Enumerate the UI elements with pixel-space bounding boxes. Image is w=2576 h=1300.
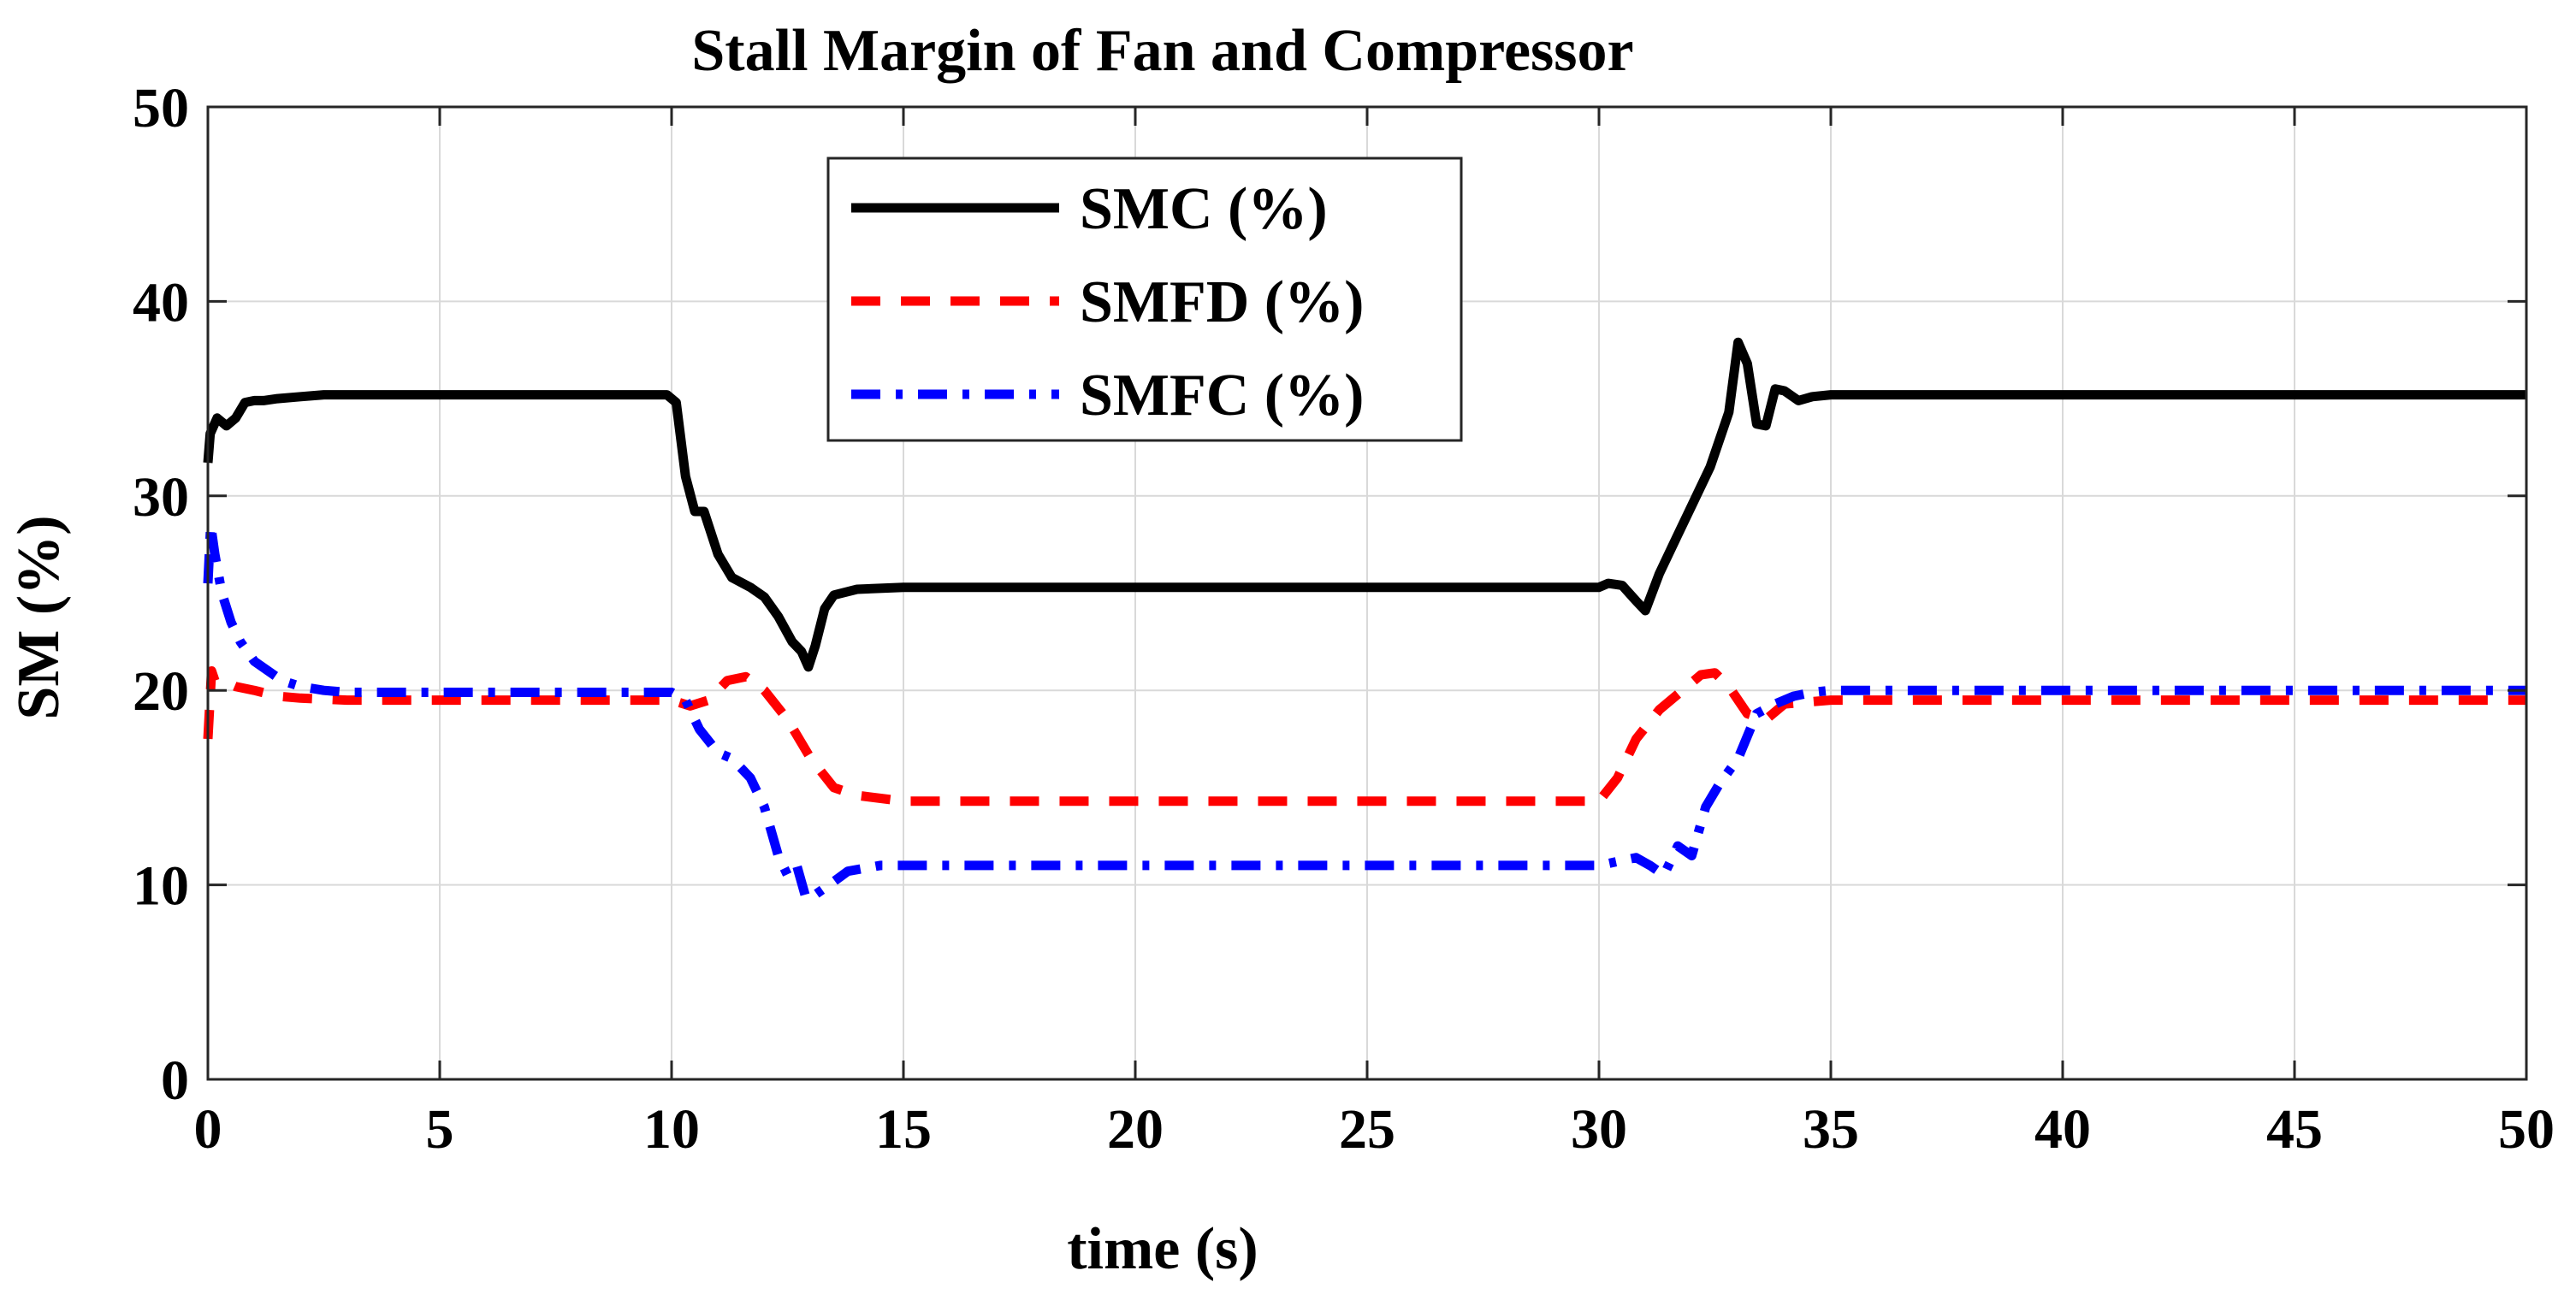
chart-title: Stall Margin of Fan and Compressor <box>691 18 1633 84</box>
y-tick-label: 40 <box>133 271 189 334</box>
series-line-1 <box>203 337 2526 672</box>
legend: SMC (%) SMFD (%) SMFC (%) <box>826 157 1463 442</box>
x-tick-label: 35 <box>1803 1098 1859 1161</box>
x-tick-label: 25 <box>1339 1098 1395 1161</box>
tick-labels: 0 5 10 15 20 25 30 35 40 45 50 0 10 20 30 40 50 <box>133 77 2555 1161</box>
x-tick-label: 50 <box>2498 1098 2555 1161</box>
x-axis-label: time (s) <box>1067 1216 1258 1282</box>
x-tick-label: 20 <box>1107 1098 1164 1161</box>
axis-ticks <box>206 105 2528 1081</box>
legend-label-3: SMFC (%) <box>1080 363 1364 428</box>
y-axis-label: SM (%) <box>6 515 72 719</box>
y-tick-label: 0 <box>161 1049 189 1112</box>
series-line-2 <box>203 666 2526 807</box>
x-tick-label: 15 <box>875 1098 932 1161</box>
x-tick-label: 10 <box>643 1098 700 1161</box>
x-tick-label: 45 <box>2266 1098 2323 1161</box>
y-tick-label: 50 <box>133 77 189 139</box>
legend-label-2: SMFD (%) <box>1080 269 1364 335</box>
x-tick-label: 40 <box>2034 1098 2091 1161</box>
y-tick-label: 10 <box>133 855 189 918</box>
x-tick-label: 0 <box>194 1098 222 1161</box>
x-tick-label: 5 <box>426 1098 454 1161</box>
legend-label-1: SMC (%) <box>1080 176 1328 242</box>
x-tick-label: 30 <box>1571 1098 1627 1161</box>
y-tick-label: 20 <box>133 660 189 723</box>
y-tick-label: 30 <box>133 466 189 529</box>
series-layer <box>203 337 2526 903</box>
